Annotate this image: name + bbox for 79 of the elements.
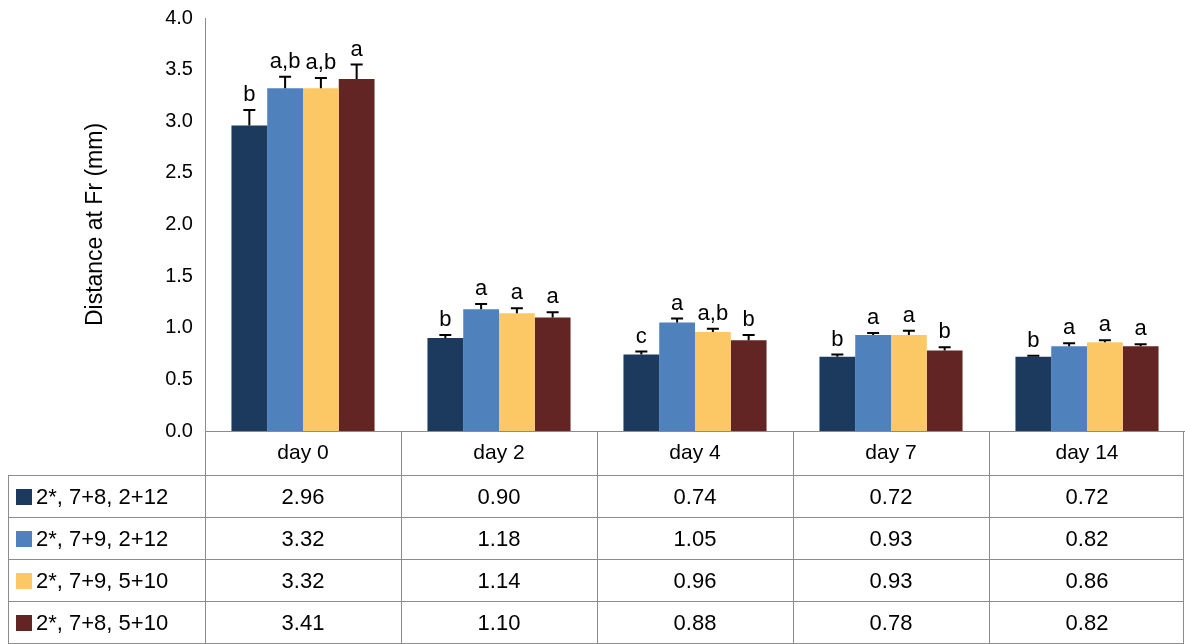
data-label: 0.82 bbox=[1065, 526, 1109, 552]
annotation: c bbox=[635, 322, 647, 348]
data-label: 2.96 bbox=[281, 484, 325, 510]
y-tick-label: 4.0 bbox=[165, 5, 193, 28]
bar bbox=[1051, 346, 1087, 431]
bar bbox=[659, 322, 695, 431]
data-label: 0.90 bbox=[477, 484, 521, 510]
data-label: 0.82 bbox=[1065, 610, 1109, 636]
data-label: 1.05 bbox=[673, 526, 717, 552]
x-tick-label: day 14 bbox=[1055, 440, 1119, 464]
data-label: 1.14 bbox=[477, 568, 521, 594]
bar bbox=[463, 309, 499, 431]
bar bbox=[231, 125, 268, 431]
bar bbox=[819, 356, 856, 431]
data-label: 0.74 bbox=[673, 484, 717, 510]
y-tick-label: 1.5 bbox=[165, 263, 193, 286]
annotation: a bbox=[902, 301, 916, 327]
legend-label: 2*, 7+9, 5+10 bbox=[36, 568, 169, 594]
y-tick-label: 2.5 bbox=[165, 160, 193, 183]
annotation: b bbox=[243, 80, 256, 106]
annotation: a bbox=[1098, 311, 1112, 337]
bar bbox=[267, 88, 303, 431]
x-tick-label: day 2 bbox=[473, 440, 525, 464]
data-label: 3.41 bbox=[281, 610, 325, 636]
annotation: a bbox=[474, 275, 488, 301]
bar bbox=[1122, 346, 1159, 431]
annotation: b bbox=[938, 318, 951, 344]
y-tick-label: 1.0 bbox=[165, 315, 193, 338]
data-label: 0.72 bbox=[1065, 484, 1109, 510]
bar bbox=[926, 350, 963, 431]
x-tick-label: day 7 bbox=[865, 440, 917, 464]
x-tick-label: day 0 bbox=[277, 440, 329, 464]
bar bbox=[730, 340, 767, 431]
y-tick-label: 0.0 bbox=[165, 418, 193, 441]
bar bbox=[891, 334, 927, 431]
annotation: a bbox=[1134, 315, 1148, 341]
annotation: b bbox=[742, 306, 755, 332]
annotation: a bbox=[670, 289, 684, 315]
bar bbox=[534, 317, 571, 431]
legend-label: 2*, 7+8, 2+12 bbox=[36, 484, 169, 510]
y-tick-label: 3.5 bbox=[165, 57, 193, 80]
annotation: b bbox=[439, 306, 452, 332]
bar bbox=[499, 313, 535, 431]
y-tick-label: 3.0 bbox=[165, 108, 193, 131]
annotation: a,b bbox=[697, 299, 729, 325]
data-label: 0.78 bbox=[869, 610, 913, 636]
annotation: a bbox=[510, 279, 524, 305]
annotation: b bbox=[1027, 326, 1040, 352]
data-label: 3.32 bbox=[281, 526, 325, 552]
bar bbox=[338, 78, 375, 431]
data-label: 0.96 bbox=[673, 568, 717, 594]
data-label: 0.93 bbox=[869, 568, 913, 594]
bar bbox=[623, 354, 660, 431]
data-label: 0.88 bbox=[673, 610, 717, 636]
data-label: 0.72 bbox=[869, 484, 913, 510]
bar bbox=[855, 334, 891, 431]
y-tick-label: 0.5 bbox=[165, 366, 193, 389]
legend-label: 2*, 7+8, 5+10 bbox=[36, 610, 169, 636]
annotation: a bbox=[546, 283, 560, 309]
y-tick-label: 2.0 bbox=[165, 212, 193, 235]
legend-label: 2*, 7+9, 2+12 bbox=[36, 526, 169, 552]
data-label: 1.18 bbox=[477, 526, 521, 552]
bar bbox=[427, 338, 464, 431]
annotation: a bbox=[350, 35, 364, 61]
annotation: a,b bbox=[269, 47, 301, 73]
annotation: a bbox=[866, 303, 880, 329]
annotation: b bbox=[831, 325, 844, 351]
bar bbox=[1015, 356, 1052, 431]
annotation: a,b bbox=[305, 48, 337, 74]
data-label: 1.10 bbox=[477, 610, 521, 636]
bar bbox=[1087, 342, 1123, 431]
bar bbox=[303, 88, 339, 431]
data-label: 0.86 bbox=[1065, 568, 1109, 594]
data-label: 3.32 bbox=[281, 568, 325, 594]
x-tick-label: day 4 bbox=[669, 440, 722, 464]
y-axis-title: Distance at Fr (mm) bbox=[81, 122, 108, 327]
data-label: 0.93 bbox=[869, 526, 913, 552]
annotation: a bbox=[1062, 314, 1076, 340]
bar bbox=[695, 331, 731, 431]
